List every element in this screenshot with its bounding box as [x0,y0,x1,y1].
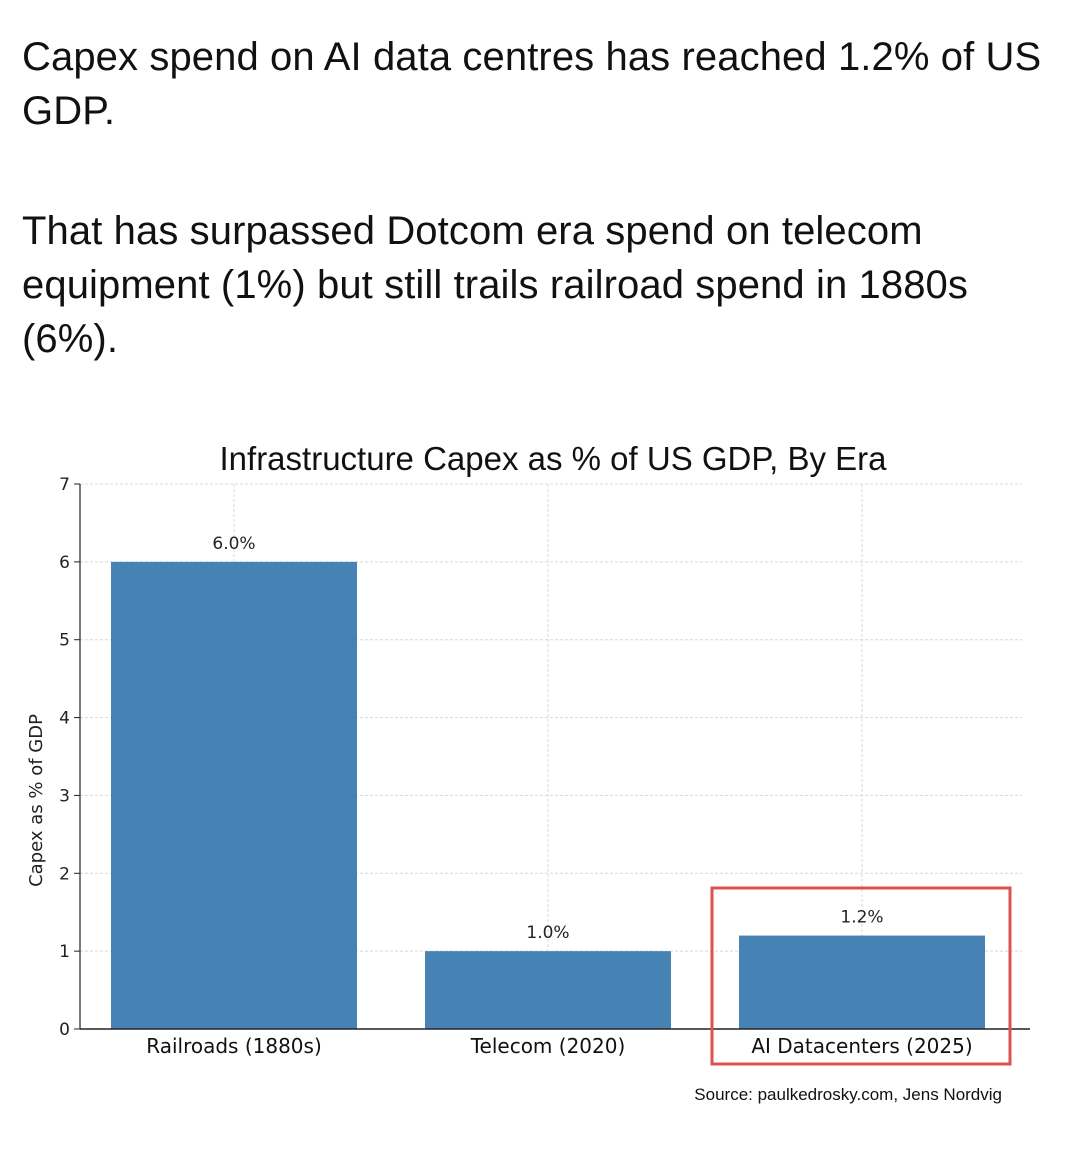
post-line-1: Capex spend on AI data centres has reach… [22,35,1042,133]
y-tick-label: 6 [59,553,70,573]
y-tick-label: 2 [59,864,70,884]
x-category-label: Telecom (2020) [470,1034,626,1058]
bar-value-label: 1.0% [526,923,569,943]
y-tick-label: 0 [59,1020,70,1040]
chart-title: Infrastructure Capex as % of US GDP, By … [220,440,888,477]
bars [111,561,985,1029]
y-axis-label: Capex as % of GDP [26,714,47,887]
highlight-box [710,886,1012,1066]
y-tick-label: 7 [59,475,70,495]
y-tick-label: 5 [59,631,70,651]
x-category-label: Railroads (1880s) [146,1034,322,1058]
y-tick-label: 4 [59,709,70,729]
bar-value-label: 6.0% [212,534,255,554]
axes [74,483,1030,1030]
bar-value-label: 1.2% [840,908,883,928]
bar [111,561,357,1029]
bar [739,935,985,1029]
post-text: Capex spend on AI data centres has reach… [22,30,1062,366]
y-tick-label: 3 [59,786,70,806]
capex-bar-chart: 0 1 2 3 4 5 6 7 Capex as % of GDP Infrastructure … [26,440,1030,1104]
bar [425,951,671,1029]
post-line-2: That has surpassed Dotcom era spend on t… [22,209,968,361]
chart-text: 0 1 2 3 4 5 6 7 Capex as % of GDP Infrastructure … [26,440,1012,1104]
source-note: Source: paulkedrosky.com, Jens Nordvig [694,1085,1002,1104]
y-tick-label: 1 [59,942,70,962]
x-category-label: AI Datacenters (2025) [751,1034,972,1058]
